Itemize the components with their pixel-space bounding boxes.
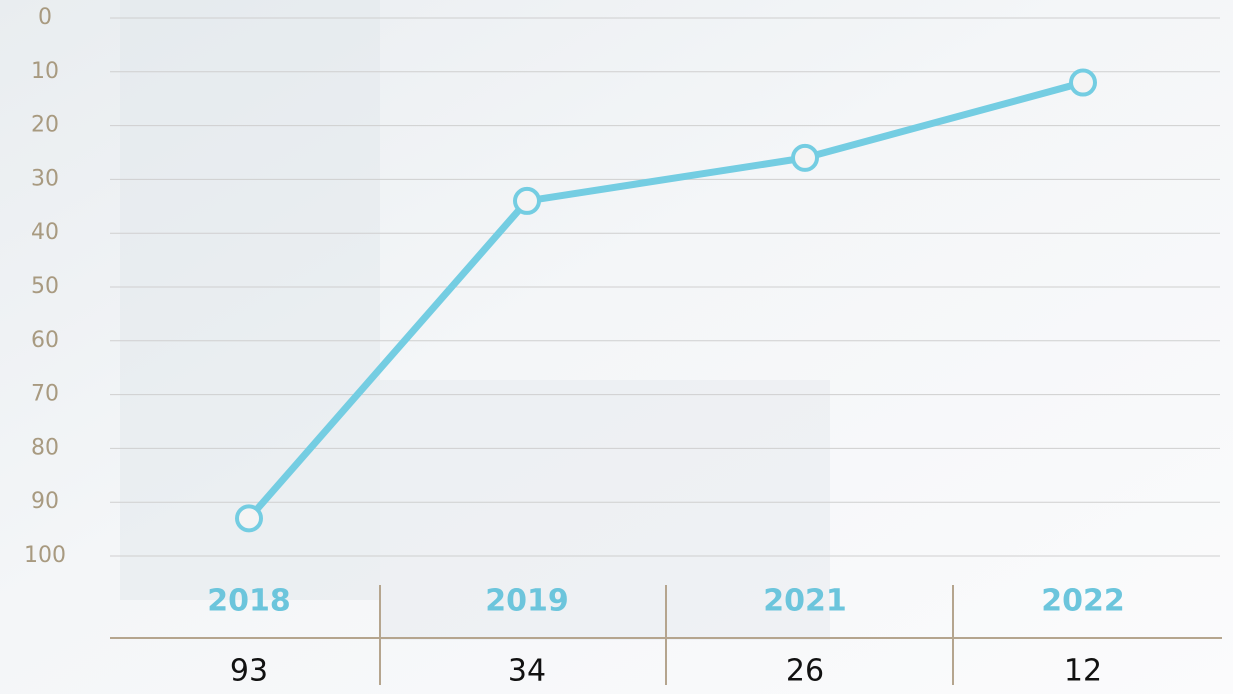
x-category-label: 2021 <box>763 584 847 619</box>
y-tick-label: 90 <box>31 489 59 514</box>
y-tick-label: 70 <box>31 382 59 407</box>
y-tick-label: 0 <box>38 5 52 30</box>
chart: 0 10 20 30 40 50 60 70 80 90 100 2018 93 2019 34 2021 26… <box>0 0 1233 694</box>
x-category-label: 2019 <box>485 584 569 619</box>
data-point <box>793 146 817 170</box>
value-label: 34 <box>508 654 546 689</box>
y-tick-label: 20 <box>31 113 59 138</box>
y-tick-label: 60 <box>31 328 59 353</box>
y-tick-label: 50 <box>31 274 59 299</box>
y-tick-label: 40 <box>31 220 59 245</box>
value-label: 12 <box>1064 654 1102 689</box>
y-tick-label: 80 <box>31 435 59 460</box>
x-category-label: 2018 <box>207 584 291 619</box>
value-label: 93 <box>230 654 268 689</box>
data-point <box>515 189 539 213</box>
x-category-label: 2022 <box>1041 584 1125 619</box>
value-label: 26 <box>786 654 824 689</box>
y-tick-label: 30 <box>31 166 59 191</box>
y-tick-label: 100 <box>24 543 66 568</box>
data-point <box>237 506 261 530</box>
data-point <box>1071 71 1095 95</box>
y-tick-label: 10 <box>31 59 59 84</box>
